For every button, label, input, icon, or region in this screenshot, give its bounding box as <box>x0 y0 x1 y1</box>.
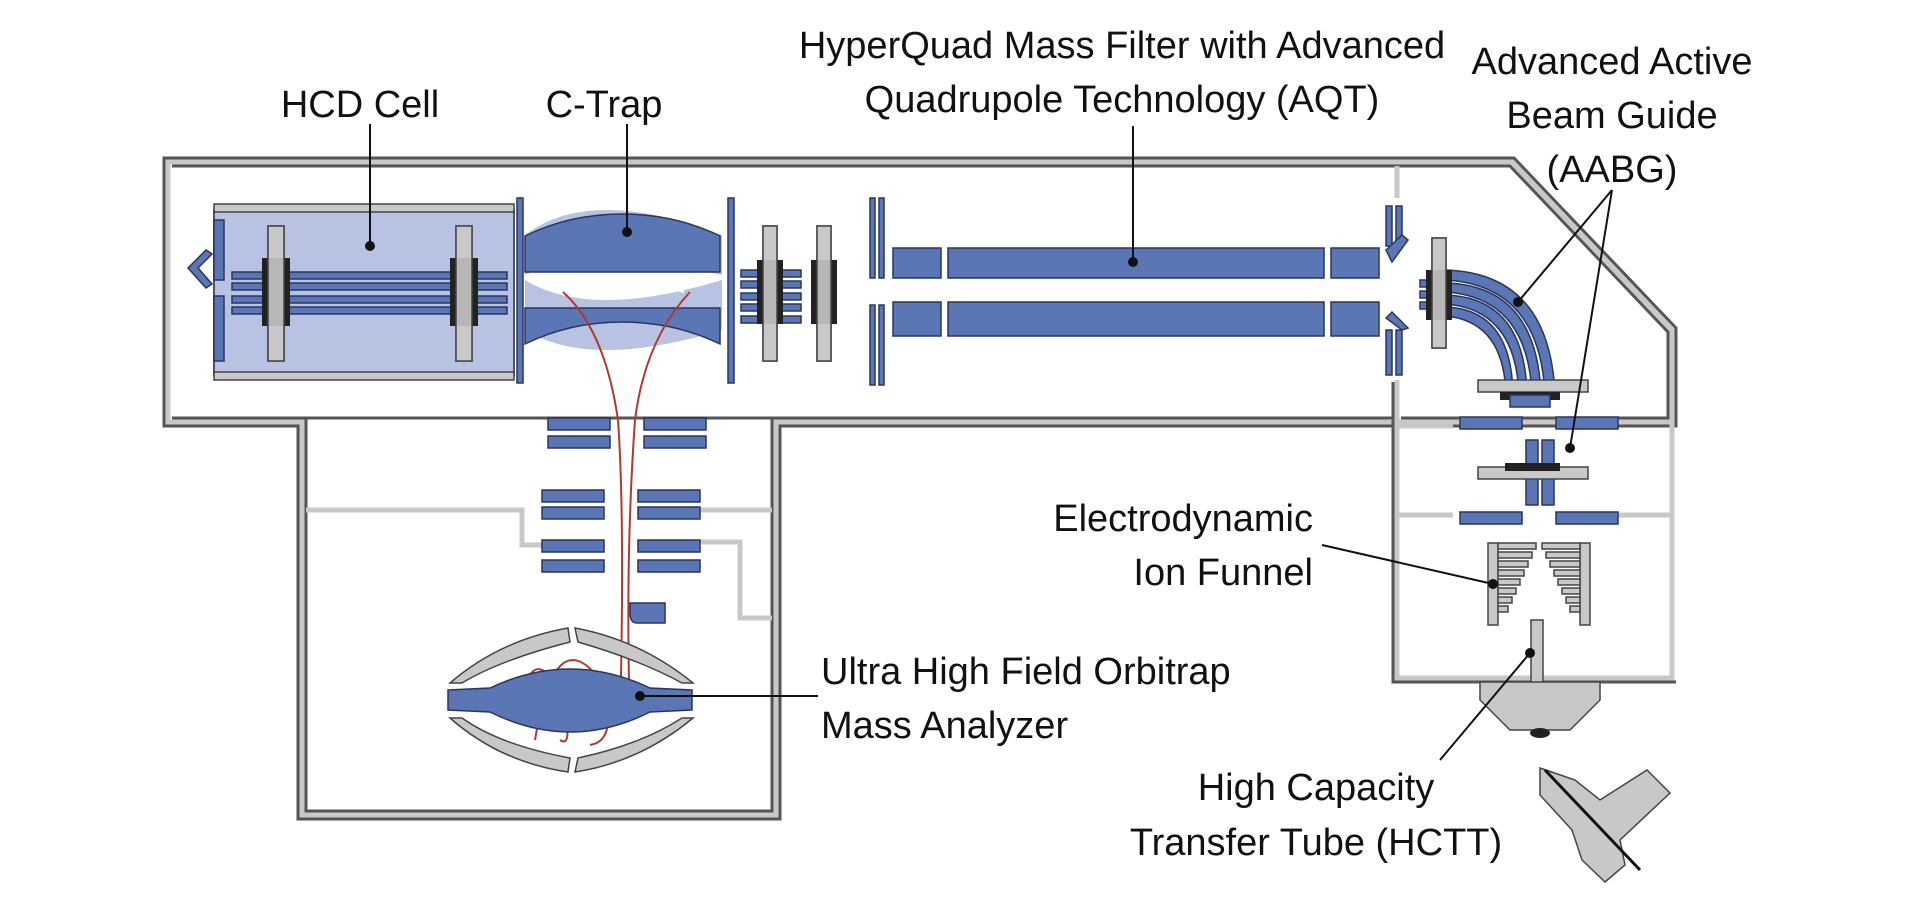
hcd-cell <box>186 197 524 384</box>
ion-funnel-label-line1: Electrodynamic <box>1053 498 1313 540</box>
orbitrap-label-line1: Ultra High Field Orbitrap <box>821 651 1231 693</box>
aabg-label-line3: (AABG) <box>1547 149 1678 191</box>
ion-funnel-label-line2: Ion Funnel <box>1133 552 1313 594</box>
aabg-label-line2: Beam Guide <box>1506 95 1717 137</box>
hctt-label-line2: Transfer Tube (HCTT) <box>1130 822 1502 864</box>
quad-entrance-lens <box>1384 205 1410 376</box>
high-capacity-transfer-tube <box>1479 619 1601 738</box>
orbitrap-mass-analyzer <box>447 627 696 773</box>
vacuum-housing <box>162 156 1678 821</box>
c-trap <box>524 210 722 350</box>
transfer-optics <box>727 197 885 386</box>
hyperquad-mass-filter <box>892 247 1380 337</box>
leader-lines <box>365 124 1613 761</box>
hcd-cell-label: HCD Cell <box>281 84 439 126</box>
c-trap-label: C-Trap <box>546 84 663 126</box>
hctt-label-line1: High Capacity <box>1198 767 1435 809</box>
orbitrap-injection-optics <box>541 417 707 624</box>
ion-source-probe <box>1539 766 1672 884</box>
hyperquad-label-line1: HyperQuad Mass Filter with Advanced <box>799 25 1445 67</box>
advanced-active-beam-guide <box>1419 237 1619 525</box>
orbitrap-label-line2: Mass Analyzer <box>821 705 1068 747</box>
electrodynamic-ion-funnel <box>1487 542 1591 626</box>
aabg-label-line1: Advanced Active <box>1472 41 1753 83</box>
hyperquad-label-line2: Quadrupole Technology (AQT) <box>865 79 1380 121</box>
